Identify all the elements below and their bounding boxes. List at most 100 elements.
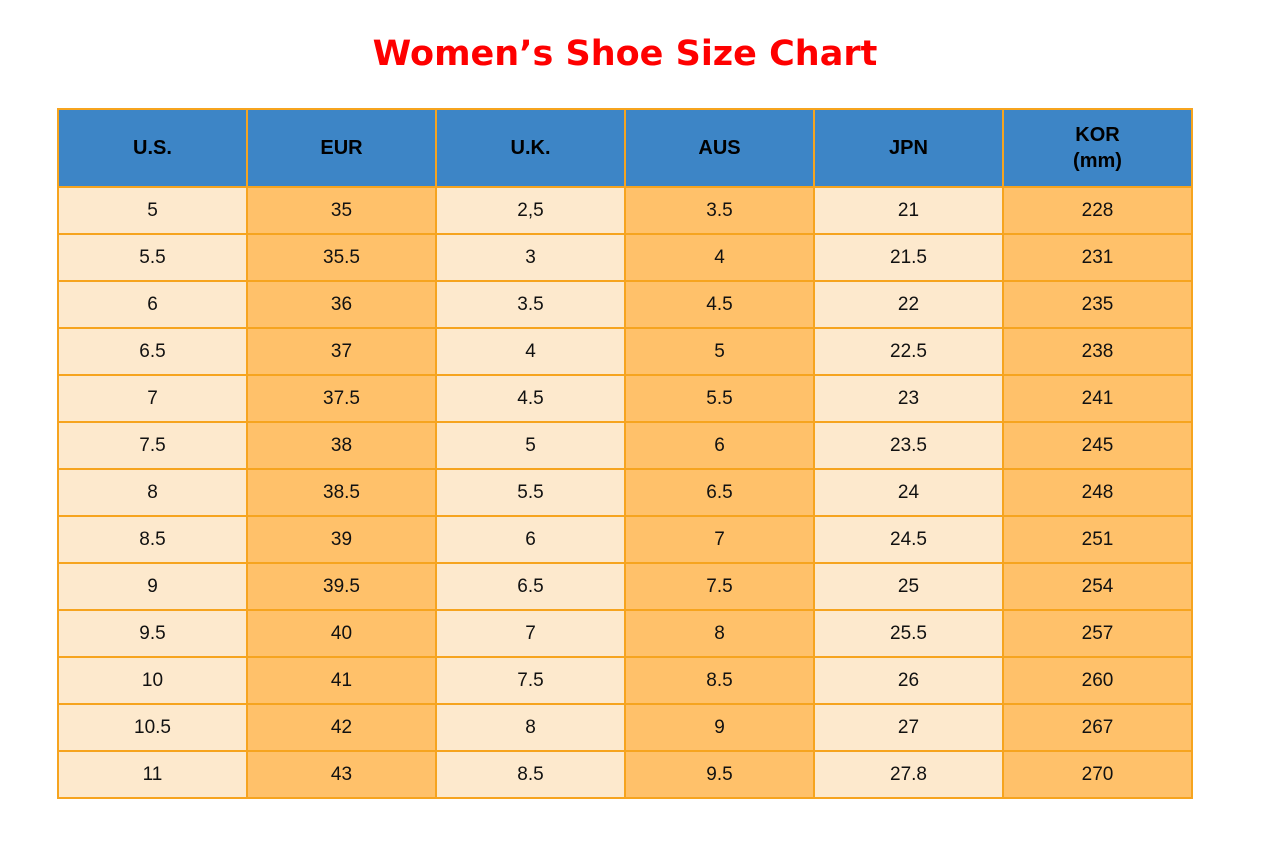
table-cell: 21.5 — [813, 233, 1004, 282]
table-cell: 42 — [246, 703, 437, 752]
table-cell: 3.5 — [435, 280, 626, 329]
column-header-uk: U.K. — [435, 108, 626, 188]
table-cell: 27 — [813, 703, 1004, 752]
table-body: 5 35 2,5 3.5 21 228 5.5 35.5 3 4 21.5 231 6 36 3.5 4.5 2… — [57, 186, 1193, 799]
table-cell: 36 — [246, 280, 437, 329]
table-cell: 24.5 — [813, 515, 1004, 564]
table-cell: 228 — [1002, 186, 1193, 235]
table-cell: 5 — [57, 186, 248, 235]
table-cell: 8 — [435, 703, 626, 752]
table-cell: 5.5 — [57, 233, 248, 282]
table-cell: 6 — [435, 515, 626, 564]
column-header-kor: KOR (mm) — [1002, 108, 1193, 188]
table-cell: 267 — [1002, 703, 1193, 752]
column-header-aus: AUS — [624, 108, 815, 188]
table-cell: 37 — [246, 327, 437, 376]
table-cell: 5.5 — [624, 374, 815, 423]
table-cell: 4 — [624, 233, 815, 282]
table-cell: 6.5 — [435, 562, 626, 611]
table-row: 9.5 40 7 8 25.5 257 — [57, 609, 1193, 658]
table-cell: 9.5 — [57, 609, 248, 658]
table-cell: 6.5 — [57, 327, 248, 376]
table-cell: 23.5 — [813, 421, 1004, 470]
table-cell: 39.5 — [246, 562, 437, 611]
table-cell: 6.5 — [624, 468, 815, 517]
column-header-jpn: JPN — [813, 108, 1004, 188]
table-cell: 38.5 — [246, 468, 437, 517]
table-cell: 270 — [1002, 750, 1193, 799]
table-header-row: U.S. EUR U.K. AUS JPN KOR (mm) — [57, 108, 1193, 188]
table-cell: 4.5 — [435, 374, 626, 423]
table-cell: 9 — [57, 562, 248, 611]
table-row: 7.5 38 5 6 23.5 245 — [57, 421, 1193, 470]
table-cell: 235 — [1002, 280, 1193, 329]
page-title: Women’s Shoe Size Chart — [372, 34, 878, 74]
table-cell: 22 — [813, 280, 1004, 329]
table-cell: 21 — [813, 186, 1004, 235]
table-row: 8.5 39 6 7 24.5 251 — [57, 515, 1193, 564]
table-cell: 8.5 — [57, 515, 248, 564]
table-cell: 9.5 — [624, 750, 815, 799]
table-cell: 23 — [813, 374, 1004, 423]
shoe-size-table: U.S. EUR U.K. AUS JPN KOR (mm) 5 35 2,5 3.5… — [57, 108, 1193, 799]
table-cell: 231 — [1002, 233, 1193, 282]
table-cell: 38 — [246, 421, 437, 470]
table-cell: 257 — [1002, 609, 1193, 658]
column-header-eur: EUR — [246, 108, 437, 188]
table-cell: 7.5 — [624, 562, 815, 611]
table-cell: 241 — [1002, 374, 1193, 423]
table-cell: 37.5 — [246, 374, 437, 423]
table-cell: 27.8 — [813, 750, 1004, 799]
table-cell: 8 — [624, 609, 815, 658]
table-cell: 5 — [435, 421, 626, 470]
table-cell: 3 — [435, 233, 626, 282]
table-cell: 5 — [624, 327, 815, 376]
table-row: 6 36 3.5 4.5 22 235 — [57, 280, 1193, 329]
table-row: 10.5 42 8 9 27 267 — [57, 703, 1193, 752]
table-cell: 4 — [435, 327, 626, 376]
table-cell: 260 — [1002, 656, 1193, 705]
table-row: 8 38.5 5.5 6.5 24 248 — [57, 468, 1193, 517]
table-header: U.S. EUR U.K. AUS JPN KOR (mm) — [57, 108, 1193, 188]
table-cell: 22.5 — [813, 327, 1004, 376]
table-cell: 8.5 — [624, 656, 815, 705]
table-cell: 25 — [813, 562, 1004, 611]
table-cell: 10.5 — [57, 703, 248, 752]
column-header-us: U.S. — [57, 108, 248, 188]
table-cell: 40 — [246, 609, 437, 658]
table-cell: 6 — [57, 280, 248, 329]
table-cell: 35.5 — [246, 233, 437, 282]
table-row: 5.5 35.5 3 4 21.5 231 — [57, 233, 1193, 282]
table-row: 7 37.5 4.5 5.5 23 241 — [57, 374, 1193, 423]
table-cell: 41 — [246, 656, 437, 705]
table-cell: 39 — [246, 515, 437, 564]
table-cell: 8.5 — [435, 750, 626, 799]
table-cell: 10 — [57, 656, 248, 705]
table-cell: 238 — [1002, 327, 1193, 376]
table-cell: 11 — [57, 750, 248, 799]
table-cell: 7 — [624, 515, 815, 564]
table-row: 11 43 8.5 9.5 27.8 270 — [57, 750, 1193, 799]
table-cell: 2,5 — [435, 186, 626, 235]
table-cell: 35 — [246, 186, 437, 235]
table-cell: 24 — [813, 468, 1004, 517]
table-row: 9 39.5 6.5 7.5 25 254 — [57, 562, 1193, 611]
table-cell: 9 — [624, 703, 815, 752]
table-cell: 7 — [435, 609, 626, 658]
table-cell: 248 — [1002, 468, 1193, 517]
table-cell: 4.5 — [624, 280, 815, 329]
table-cell: 25.5 — [813, 609, 1004, 658]
table-cell: 26 — [813, 656, 1004, 705]
table-row: 6.5 37 4 5 22.5 238 — [57, 327, 1193, 376]
table-cell: 254 — [1002, 562, 1193, 611]
table-cell: 6 — [624, 421, 815, 470]
table-row: 5 35 2,5 3.5 21 228 — [57, 186, 1193, 235]
table-cell: 7.5 — [57, 421, 248, 470]
table-cell: 5.5 — [435, 468, 626, 517]
table-cell: 3.5 — [624, 186, 815, 235]
table-cell: 43 — [246, 750, 437, 799]
table-cell: 7.5 — [435, 656, 626, 705]
table-cell: 245 — [1002, 421, 1193, 470]
table-cell: 8 — [57, 468, 248, 517]
